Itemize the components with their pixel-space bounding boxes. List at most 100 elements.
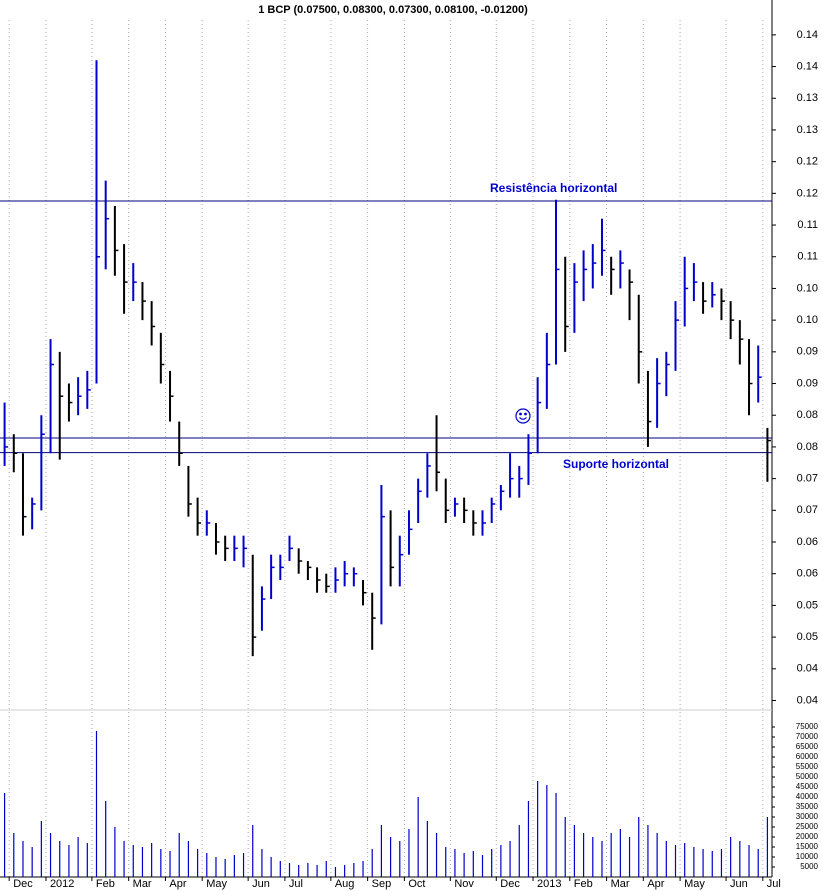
volume-bar	[40, 821, 42, 877]
x-tick-label: Oct	[408, 878, 425, 890]
volume-bar	[114, 827, 116, 877]
volume-bar	[59, 841, 61, 877]
y-tick-label: 0.10	[797, 282, 818, 294]
volume-bar	[656, 833, 658, 877]
x-tick-label: Jul	[289, 878, 303, 890]
volume-tick-label: 60000	[796, 752, 819, 761]
volume-bar	[555, 793, 557, 877]
volume-bar	[187, 841, 190, 877]
volume-bar	[491, 849, 493, 877]
annotation: Resistência horizontal	[490, 181, 617, 195]
y-tick-label: 0.04	[797, 663, 818, 675]
x-tick-label: 2013	[537, 878, 561, 890]
volume-bar	[3, 793, 6, 877]
volume-bar	[684, 843, 686, 877]
volume-bar	[380, 825, 383, 877]
volume-tick-label: 70000	[796, 732, 819, 741]
volume-bar	[178, 833, 180, 877]
x-tick-label: Jul	[767, 878, 781, 890]
volume-tick-label: 30000	[796, 812, 819, 821]
volume-bar	[546, 785, 548, 877]
volume-bar	[500, 845, 502, 877]
volume-bar	[13, 833, 15, 877]
x-tick-label: Sep	[372, 878, 392, 890]
volume-bar	[344, 865, 346, 877]
volume-bar	[123, 841, 125, 877]
volume-bar	[610, 833, 612, 877]
y-tick-label: 0.06	[797, 568, 818, 580]
y-tick-label: 0.06	[797, 536, 818, 548]
volume-bar	[537, 781, 539, 877]
volume-tick-label: 35000	[796, 802, 819, 811]
x-tick-label: Aug	[335, 878, 355, 890]
volume-bar	[325, 861, 327, 877]
x-tick-label: 2012	[50, 878, 74, 890]
volume-bar	[22, 841, 24, 877]
volume-bar	[582, 833, 585, 877]
volume-bar	[215, 857, 217, 877]
volume-bar	[693, 847, 695, 877]
x-tick-label: Dec	[500, 878, 520, 890]
volume-bar	[316, 865, 318, 877]
volume-bar	[334, 867, 337, 877]
volume-bar	[757, 849, 759, 877]
volume-bar	[196, 849, 199, 877]
volume-tick-label: 15000	[796, 842, 819, 851]
volume-bar	[674, 845, 677, 877]
volume-bar	[601, 841, 603, 877]
annotation: Suporte horizontal	[563, 457, 669, 471]
volume-bar	[638, 817, 640, 877]
x-tick-label: Mar	[133, 878, 152, 890]
x-tick-label: Jun	[730, 878, 748, 890]
volume-bar	[288, 863, 291, 877]
y-tick-label: 0.04	[797, 694, 818, 706]
volume-bar	[619, 829, 621, 877]
volume-tick-label: 65000	[796, 742, 819, 751]
y-tick-label: 0.10	[797, 314, 818, 326]
x-tick-label: May	[206, 878, 227, 890]
volume-bar	[307, 863, 309, 877]
x-tick-label: Apr	[647, 878, 664, 890]
volume-bar	[399, 841, 401, 877]
volume-bar	[95, 731, 98, 877]
volume-bar	[132, 845, 134, 877]
volume-bar	[665, 841, 667, 877]
volume-bar	[739, 841, 741, 877]
volume-bar	[766, 817, 769, 877]
volume-bar	[408, 829, 410, 877]
volume-bar	[647, 825, 649, 877]
volume-bar	[518, 825, 520, 877]
volume-tick-label: 45000	[796, 782, 819, 791]
y-tick-label: 0.05	[797, 599, 818, 611]
x-tick-label: Dec	[13, 878, 33, 890]
volume-bar	[454, 849, 456, 877]
volume-bar	[730, 837, 732, 877]
y-tick-label: 0.08	[797, 441, 818, 453]
volume-bar	[426, 821, 428, 877]
volume-bar	[445, 847, 447, 877]
x-tick-label: Feb	[96, 878, 115, 890]
y-tick-label: 0.09	[797, 346, 818, 358]
volume-bar	[86, 843, 88, 877]
volume-bar	[509, 841, 511, 877]
chart-title: 1 BCP (0.07500, 0.08300, 0.07300, 0.0810…	[258, 4, 528, 16]
smiley	[515, 408, 531, 424]
x-tick-label: Jun	[252, 878, 270, 890]
volume-bar	[252, 825, 254, 877]
x-tick-label: Apr	[169, 878, 186, 890]
volume-bar	[362, 861, 364, 877]
volume-bar	[481, 855, 484, 877]
volume-bar	[389, 837, 392, 877]
y-tick-label: 0.14	[797, 60, 818, 72]
y-tick-label: 0.12	[797, 187, 818, 199]
volume-bar	[31, 847, 33, 877]
volume-bar	[279, 861, 281, 877]
y-tick-label: 0.13	[797, 124, 818, 136]
volume-bar	[564, 817, 566, 877]
volume-tick-label: 40000	[796, 792, 819, 801]
volume-tick-label: 5000	[800, 862, 818, 871]
volume-bar	[527, 801, 530, 877]
x-tick-label: Feb	[574, 878, 593, 890]
volume-tick-label: 75000	[796, 722, 819, 731]
